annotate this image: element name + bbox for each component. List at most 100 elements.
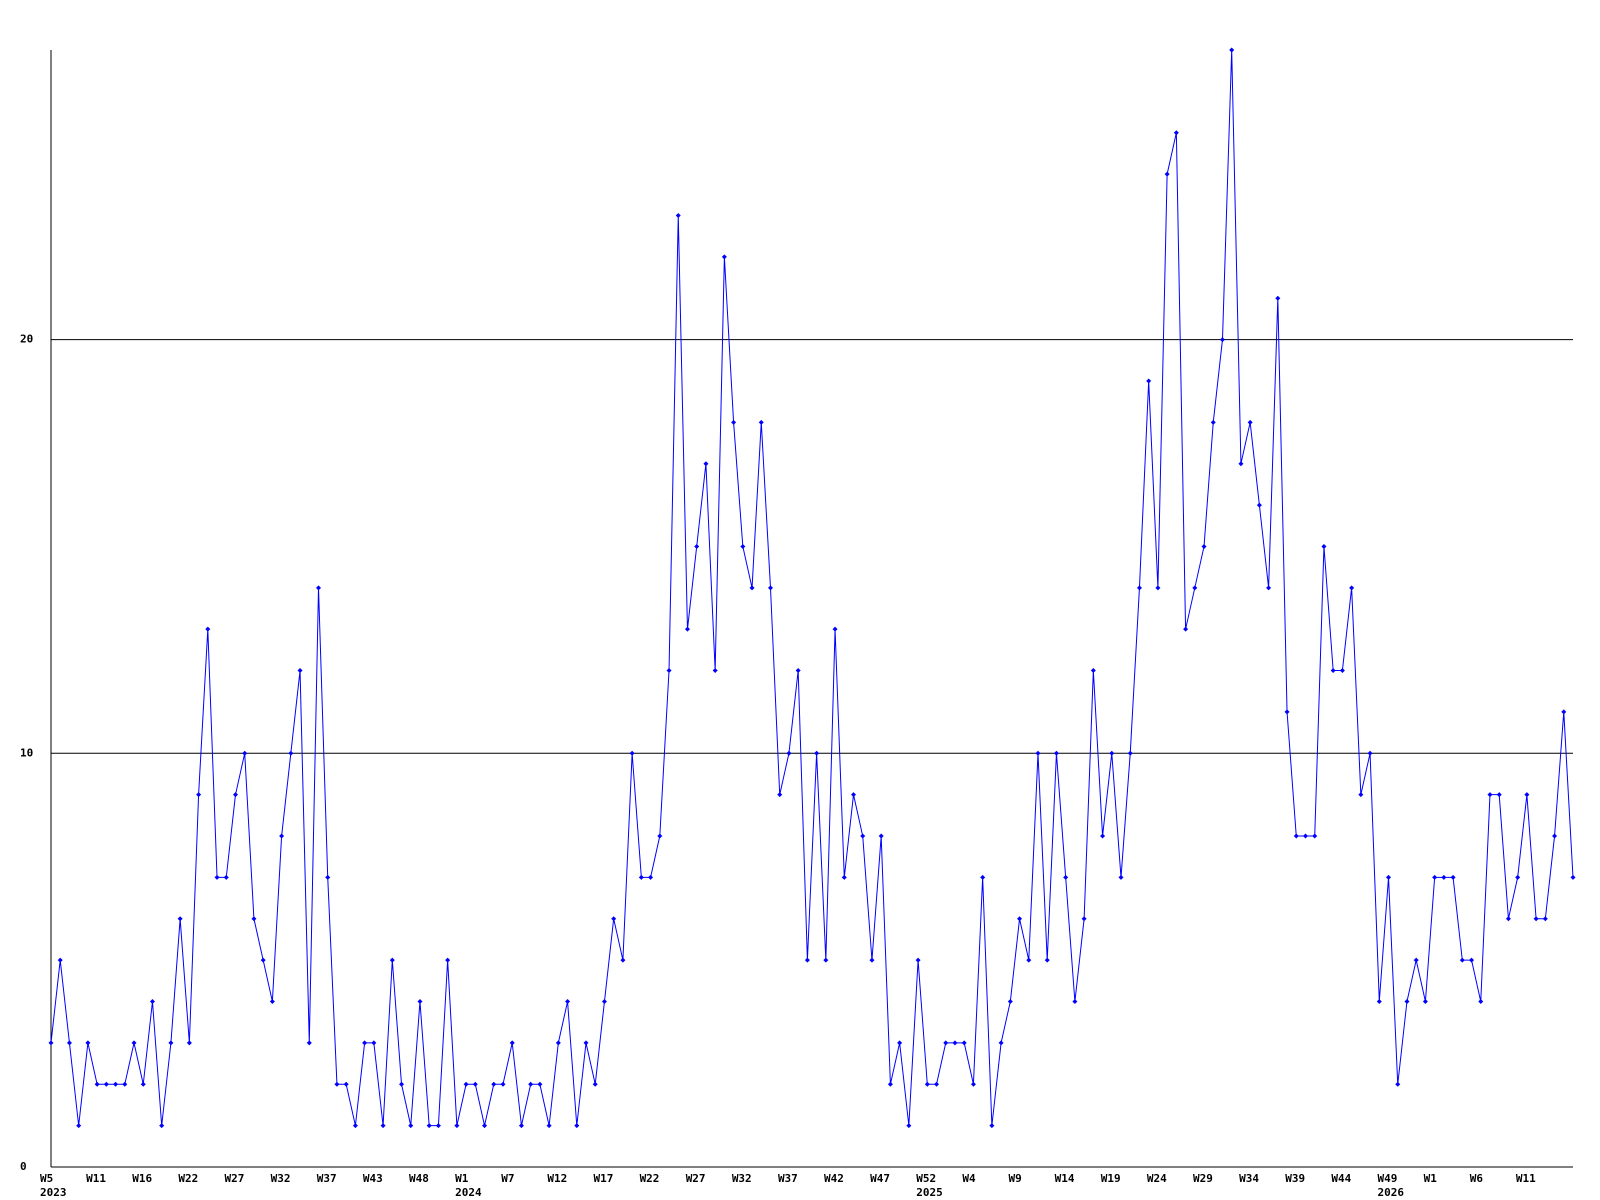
data-point (48, 1040, 54, 1046)
data-point (934, 1081, 940, 1087)
y-tick-label: 10 (20, 746, 33, 759)
data-point (684, 626, 690, 632)
data-point (897, 1040, 903, 1046)
data-point (472, 1081, 478, 1087)
data-point (620, 957, 626, 963)
data-point (565, 999, 571, 1005)
data-point (113, 1081, 119, 1087)
x-tick-label: W29 (1193, 1172, 1213, 1185)
x-tick-label: W1 (455, 1172, 469, 1185)
data-point (482, 1123, 488, 1129)
data-point (887, 1081, 893, 1087)
data-point (583, 1040, 589, 1046)
data-point (1293, 833, 1299, 839)
data-point (1266, 585, 1272, 591)
data-point (1127, 750, 1133, 756)
data-point (1302, 833, 1308, 839)
data-point (380, 1123, 386, 1129)
data-point (1515, 874, 1521, 880)
x-tick-label: W22 (178, 1172, 198, 1185)
data-point (694, 543, 700, 549)
data-point (325, 874, 331, 880)
data-point (1358, 792, 1364, 798)
data-point (1450, 874, 1456, 880)
data-point (463, 1081, 469, 1087)
y-tick-label: 20 (20, 333, 33, 346)
data-point (851, 792, 857, 798)
data-point (399, 1081, 405, 1087)
data-point (1321, 543, 1327, 549)
x-tick-label: W5 (40, 1172, 53, 1185)
data-point (1552, 833, 1558, 839)
data-point (740, 543, 746, 549)
data-point (279, 833, 285, 839)
data-point (1395, 1081, 1401, 1087)
data-point (260, 957, 266, 963)
data-point (316, 585, 322, 591)
data-point (1063, 874, 1069, 880)
data-point (186, 1040, 192, 1046)
x-tick-label: W37 (317, 1172, 337, 1185)
data-line (50, 49, 1574, 1127)
data-point (841, 874, 847, 880)
data-point (1210, 419, 1216, 425)
data-point (242, 750, 248, 756)
x-tick-label: W49 (1378, 1172, 1398, 1185)
data-point (555, 1040, 561, 1046)
data-point (1413, 957, 1419, 963)
data-point (1496, 792, 1502, 798)
data-point (1146, 378, 1152, 384)
x-tick-label: W11 (86, 1172, 106, 1185)
x-tick-label: W4 (962, 1172, 976, 1185)
data-point (786, 750, 792, 756)
data-point (1238, 461, 1244, 467)
x-tick-label: W47 (870, 1172, 890, 1185)
data-point (777, 792, 783, 798)
data-point (149, 999, 155, 1005)
x-tick-label: W27 (686, 1172, 706, 1185)
x-tick-label: W44 (1331, 1172, 1351, 1185)
data-point (196, 792, 202, 798)
data-point (1459, 957, 1465, 963)
data-point (343, 1081, 349, 1087)
data-point (435, 1123, 441, 1129)
data-point (103, 1081, 109, 1087)
data-point (168, 1040, 174, 1046)
data-point (1100, 833, 1106, 839)
data-point (878, 833, 884, 839)
data-point (1533, 916, 1539, 922)
data-point (1072, 999, 1078, 1005)
data-point (1505, 916, 1511, 922)
x-tick-label: W1 (1424, 1172, 1438, 1185)
data-point (943, 1040, 949, 1046)
data-point (869, 957, 875, 963)
x-tick-label: W12 (547, 1172, 567, 1185)
data-point (371, 1040, 377, 1046)
x-tick-label: W43 (363, 1172, 383, 1185)
data-point (1081, 916, 1087, 922)
data-point (1247, 419, 1253, 425)
data-point (85, 1040, 91, 1046)
data-point (1035, 750, 1041, 756)
data-point (76, 1123, 82, 1129)
data-point (1367, 750, 1373, 756)
data-point (122, 1081, 128, 1087)
data-point (1136, 585, 1142, 591)
data-point (832, 626, 838, 632)
data-point (1441, 874, 1447, 880)
data-point (1386, 874, 1392, 880)
data-point (1570, 874, 1576, 880)
data-point (426, 1123, 432, 1129)
x-tick-label: W42 (824, 1172, 844, 1185)
data-point (408, 1123, 414, 1129)
x-tick-label: W32 (732, 1172, 752, 1185)
data-point (362, 1040, 368, 1046)
data-point (961, 1040, 967, 1046)
data-point (712, 668, 718, 674)
x-tick-label: W9 (1009, 1172, 1022, 1185)
data-point (528, 1081, 534, 1087)
data-point (1229, 47, 1235, 53)
data-point (66, 1040, 72, 1046)
